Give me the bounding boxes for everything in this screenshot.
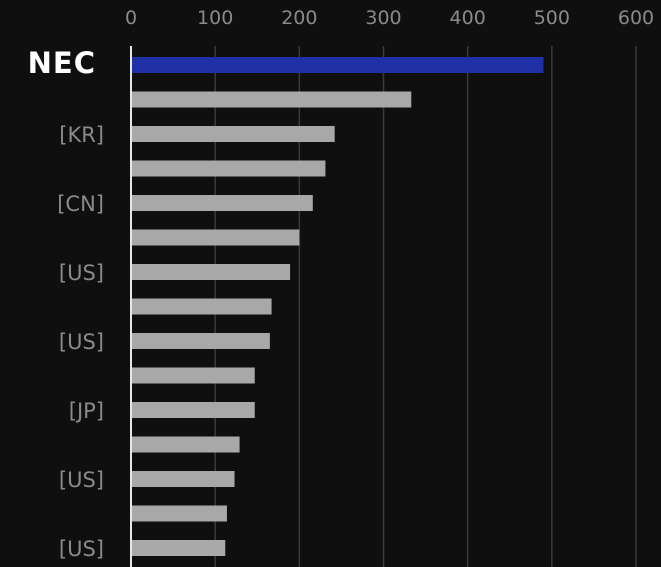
x-tick-label: 100 bbox=[197, 7, 233, 29]
category-label: [KR] bbox=[59, 123, 104, 147]
bar-13 bbox=[131, 505, 227, 522]
bar-6 bbox=[131, 264, 291, 280]
nec-logo: NEC bbox=[28, 46, 96, 80]
x-tick-label: 400 bbox=[450, 7, 486, 29]
bar-12 bbox=[131, 471, 235, 487]
category-label: [US] bbox=[59, 261, 104, 285]
x-tick-label: 0 bbox=[125, 7, 137, 29]
category-label: [US] bbox=[59, 468, 104, 492]
category-labels: NEC [KR] [CN] [US] [US] [JP] [US] [US] bbox=[28, 46, 104, 561]
bar-8 bbox=[131, 333, 270, 349]
bar-7 bbox=[131, 298, 272, 315]
category-label: [CN] bbox=[57, 192, 104, 216]
bar-9 bbox=[131, 367, 255, 384]
bar-0 bbox=[131, 57, 544, 73]
bars bbox=[131, 57, 544, 556]
x-tick-label: 500 bbox=[534, 7, 570, 29]
category-label: [US] bbox=[59, 330, 104, 354]
x-tick-label: 200 bbox=[281, 7, 317, 29]
grid-layer bbox=[214, 46, 637, 567]
x-tick-label: 300 bbox=[365, 7, 401, 29]
category-label: [US] bbox=[59, 537, 104, 561]
x-axis-ticks: 0 100 200 300 400 500 600 bbox=[125, 7, 654, 29]
bar-11 bbox=[131, 436, 240, 453]
category-label: [JP] bbox=[69, 399, 104, 423]
bar-1 bbox=[131, 91, 412, 108]
bar-14 bbox=[131, 540, 226, 556]
bar-2 bbox=[131, 126, 335, 142]
bar-3 bbox=[131, 160, 326, 177]
x-tick-label: 600 bbox=[618, 7, 654, 29]
bar-5 bbox=[131, 229, 300, 246]
bar-10 bbox=[131, 402, 255, 418]
bar-4 bbox=[131, 195, 313, 211]
